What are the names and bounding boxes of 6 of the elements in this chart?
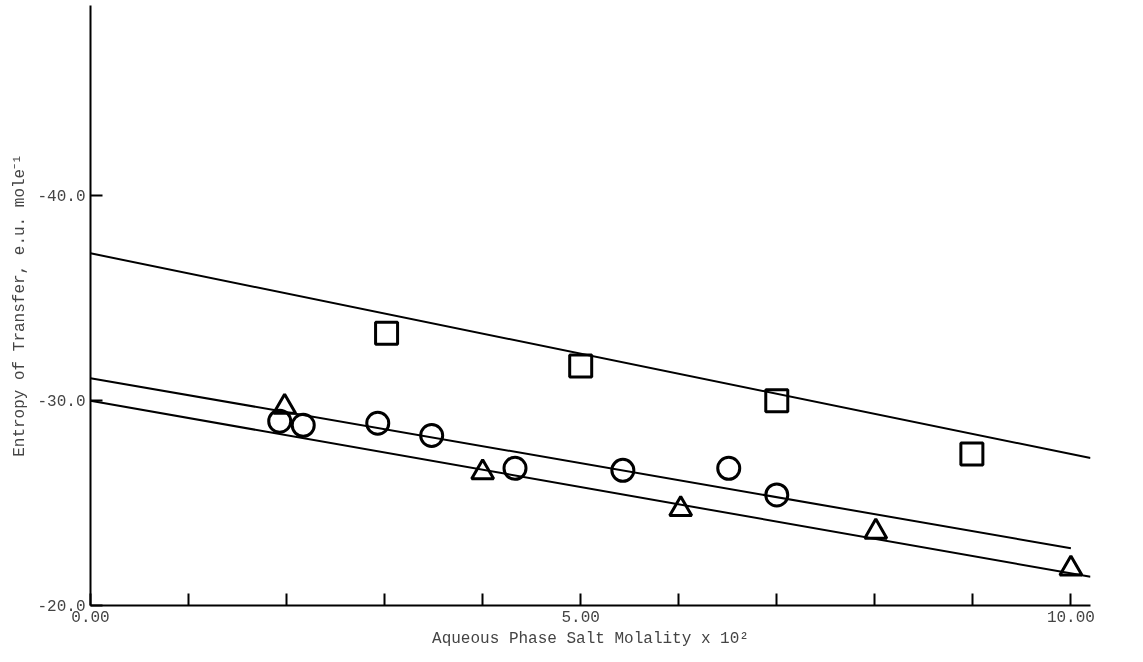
y-tick-label: -40.0 — [37, 188, 86, 207]
x-tick-label: 10.00 — [1046, 608, 1095, 627]
x-axis-title: Aqueous Phase Salt Molality x 10² — [432, 629, 749, 648]
y-tick-label: -30.0 — [37, 393, 86, 412]
y-axis-title: Entropy of Transfer, e.u. mole⁻¹ — [11, 154, 30, 457]
x-tick-label: 5.00 — [561, 608, 600, 627]
